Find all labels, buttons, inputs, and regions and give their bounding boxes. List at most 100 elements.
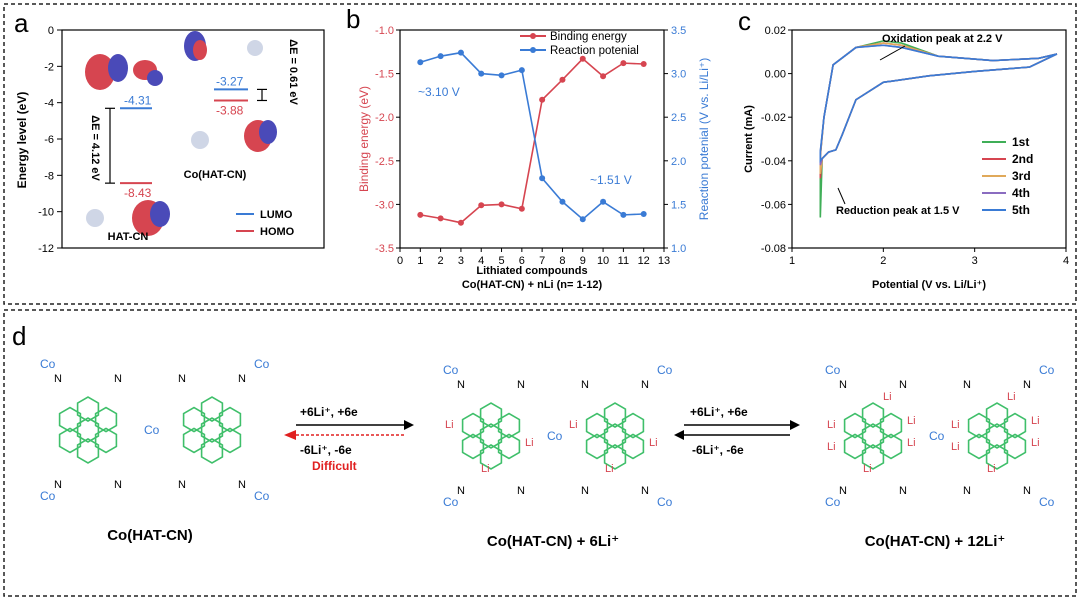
atom-n-label: N — [963, 485, 971, 497]
a-ytick-label: -2 — [44, 61, 54, 73]
legend-lumo-label: LUMO — [260, 209, 293, 221]
b-ytick-right-label: 1.0 — [671, 243, 686, 255]
atom-n-label: N — [581, 379, 589, 391]
atom-n-label: N — [238, 373, 246, 385]
structure-caption-3: Co(HAT-CN) + 12Li⁺ — [865, 533, 1006, 550]
b-series-line-1 — [420, 51, 644, 221]
b-ytick-right-label: 2.0 — [671, 156, 686, 168]
a-ytick-label: -12 — [38, 243, 54, 255]
ring-0 — [200, 396, 224, 423]
c-ytick-label: -0.08 — [761, 243, 786, 255]
legend-homo-label: HOMO — [260, 226, 295, 238]
atom-co-center-label: Co — [929, 429, 945, 443]
atom-co-terminal-label: Co — [825, 363, 841, 377]
ring-2 — [1003, 433, 1027, 460]
b-series-point-1 — [539, 175, 546, 182]
reaction-arrow-1: +6Li⁺, +6e -6Li⁺, -6e Difficult — [284, 405, 414, 473]
c-ytick-label: -0.06 — [761, 199, 786, 211]
ring-3 — [200, 437, 224, 464]
b-series-point-1 — [457, 49, 464, 56]
ring-0 — [861, 402, 885, 429]
ring-2 — [218, 427, 242, 454]
c-legend-label: 4th — [1012, 186, 1030, 200]
arrow1-forward-head — [404, 420, 414, 430]
ring-5 — [497, 412, 521, 439]
panel-a-y-ticks: 0 -2 -4 -6 -8 -10 -12 — [38, 25, 62, 255]
atom-li-label: Li — [525, 437, 534, 449]
b-series-point-0 — [457, 219, 464, 226]
panel-c-legend: 1st 2nd 3rd 4th 5th — [982, 135, 1033, 217]
atom-li-label: Li — [987, 463, 996, 475]
b-series-point-0 — [539, 96, 546, 103]
panel-c-ticks: 1 2 3 4 0.02 0.00 -0.02 -0.04 -0.06 -0.08 — [761, 25, 1069, 267]
atom-n-label: N — [1023, 379, 1031, 391]
panel-label-a: a — [14, 8, 29, 38]
b-ytick-left-label: -3.0 — [375, 199, 394, 211]
panel-b-ticks: 0 1 2 3 4 5 6 7 8 9 10 11 12 13-1.0-1.5-2.0-2.5-3.0-3… — [375, 25, 686, 267]
co-hat-cn-lumo-orbital-image — [184, 31, 263, 61]
panel-b-axes-frame — [399, 29, 665, 249]
hat-cn-unit-li12-left: N N N N Li Li Li Li Li Li — [827, 379, 916, 497]
c-ytick-label: 0.02 — [765, 25, 786, 37]
a-ytick-label: -4 — [44, 98, 54, 110]
ring-core — [603, 423, 627, 449]
c-cv-curve-5th — [819, 44, 1058, 164]
b-ytick-left-label: -2.0 — [375, 112, 394, 124]
atom-co-terminal-label: Co — [657, 363, 673, 377]
atom-li-label: Li — [827, 419, 836, 431]
co-hat-cn-homo-orbital-image — [191, 120, 277, 152]
atom-li-label: Li — [649, 437, 658, 449]
b-series-point-0 — [559, 76, 566, 83]
structure-caption-2: Co(HAT-CN) + 6Li⁺ — [487, 533, 619, 550]
hat-cn-unit-li6-right: N N N N Li Li Li — [569, 379, 658, 497]
b-series-point-1 — [600, 198, 607, 205]
panel-a-energy-diagram: Energy level (eV) 0-2-4-6-8-10-12 -4.31-… — [15, 25, 325, 255]
c-legend-label: 5th — [1012, 203, 1030, 217]
atom-co-center-label: Co — [547, 429, 563, 443]
legend-potential-marker — [530, 47, 536, 53]
b-xtick-label: 4 — [478, 255, 484, 267]
atom-co-terminal-label: Co — [254, 357, 270, 371]
reaction-arrow-2: +6Li⁺, +6e -6Li⁺, -6e — [674, 405, 800, 457]
atom-li-label: Li — [907, 437, 916, 449]
atom-li-label: Li — [1007, 391, 1016, 403]
ring-1 — [461, 433, 485, 460]
a-ytick-label: -6 — [44, 134, 54, 146]
atom-n-label: N — [238, 479, 246, 491]
hat-cn-unit-pristine-right: N N N N — [178, 373, 246, 491]
atom-n-label: N — [963, 379, 971, 391]
b-xtick-label: 9 — [580, 255, 586, 267]
ring-1 — [585, 433, 609, 460]
panel-b-series — [417, 49, 647, 226]
b-xtick-label: 1 — [417, 255, 423, 267]
b-xtick-label: 12 — [638, 255, 650, 267]
arrow2-top-label: +6Li⁺, +6e — [690, 405, 748, 419]
a-ytick-label: -10 — [38, 207, 54, 219]
panel-a-levels: -4.31 -8.43 -3.27 -3.88 — [105, 74, 267, 200]
panel-label-c: c — [738, 6, 751, 36]
atom-co-terminal-label: Co — [40, 357, 56, 371]
ring-3 — [479, 443, 503, 470]
ring-5 — [94, 406, 118, 433]
b-ytick-left-label: -1.5 — [375, 69, 394, 81]
atom-li-label: Li — [605, 463, 614, 475]
atom-li-label: Li — [863, 463, 872, 475]
c-ytick-label: -0.02 — [761, 112, 786, 124]
c-legend-label: 2nd — [1012, 152, 1033, 166]
b-ytick-left-label: -1.0 — [375, 25, 394, 37]
panel-c-xlabel: Potential (V vs. Li/Li⁺) — [872, 279, 986, 291]
ring-3 — [861, 443, 885, 470]
co-homo-value: -3.88 — [216, 103, 244, 117]
b-ytick-right-label: 2.5 — [671, 112, 686, 124]
atom-n-label: N — [54, 479, 62, 491]
b-series-point-0 — [640, 61, 647, 68]
b-series-point-1 — [640, 210, 647, 217]
annotation-reduction-peak: Reduction peak at 1.5 V — [836, 205, 960, 217]
atom-co-center-label: Co — [144, 423, 160, 437]
c-xtick-label: 3 — [972, 255, 978, 267]
c-xtick-label: 1 — [789, 255, 795, 267]
atom-n-label: N — [839, 379, 847, 391]
b-series-point-1 — [579, 216, 586, 223]
co-hat-cn-label: Co(HAT-CN) — [184, 169, 247, 181]
